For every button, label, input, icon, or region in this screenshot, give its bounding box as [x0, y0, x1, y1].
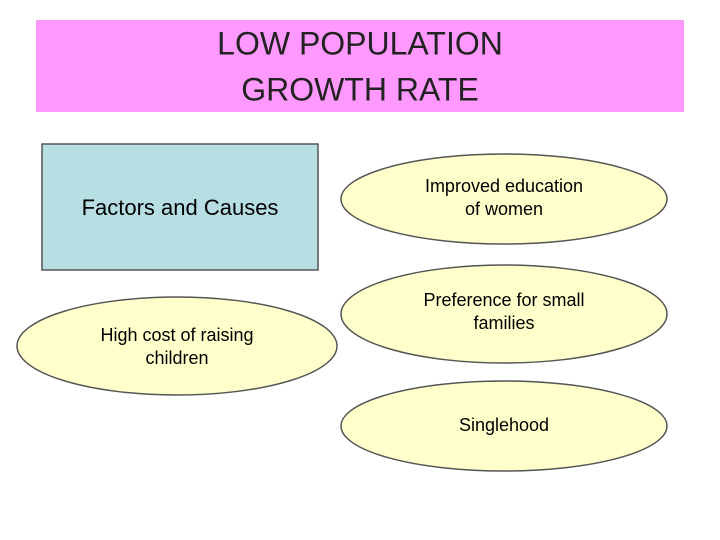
node-label: children [145, 348, 208, 368]
title-line: LOW POPULATION [217, 25, 503, 61]
node-label: Preference for small [423, 290, 584, 310]
box-label: Factors and Causes [82, 195, 279, 220]
node-label: of women [465, 199, 543, 219]
node-ellipse [340, 264, 668, 364]
title-line: GROWTH RATE [241, 71, 479, 107]
title-banner [36, 20, 684, 112]
factors-box [41, 143, 319, 271]
node-ellipse [340, 153, 668, 245]
node-label: families [473, 313, 534, 333]
node-label: Singlehood [459, 415, 549, 435]
node-ellipse [16, 296, 338, 396]
node-label: Improved education [425, 176, 583, 196]
node-label: High cost of raising [100, 325, 253, 345]
node-ellipse [340, 380, 668, 472]
